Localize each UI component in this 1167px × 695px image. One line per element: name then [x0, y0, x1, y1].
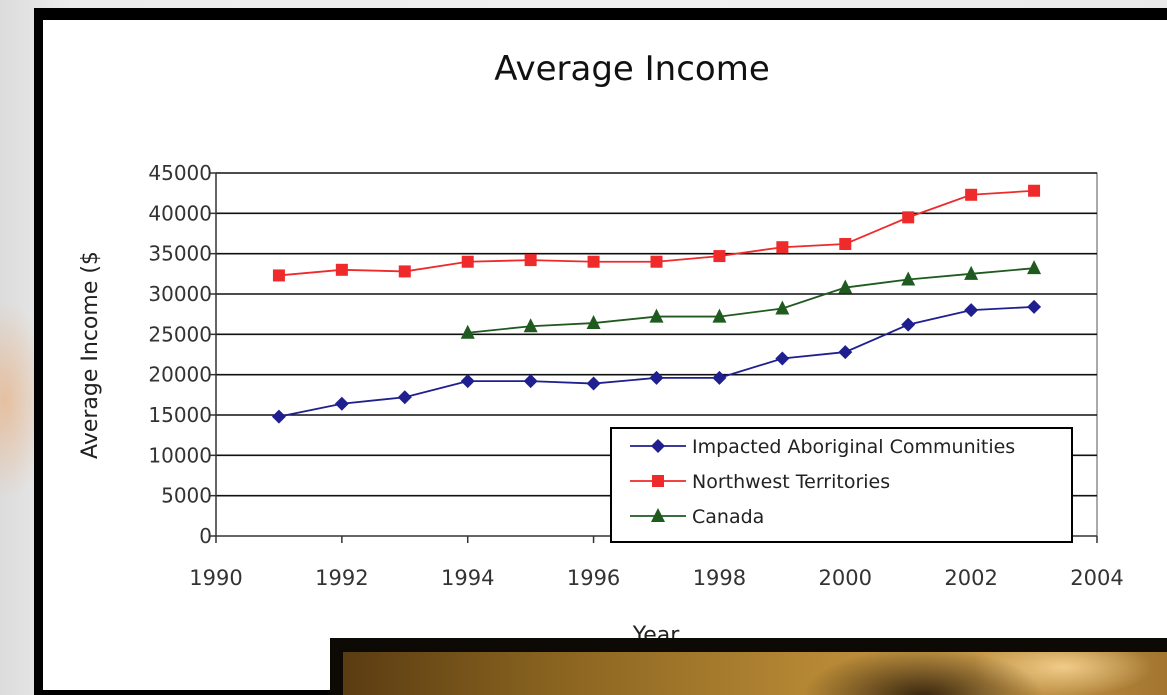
legend-label-northwest-territories: Northwest Territories — [692, 471, 890, 493]
series-layer — [271, 184, 1042, 424]
data-point-canada-1997 — [649, 308, 664, 323]
y-axis-label: Average Income ($ — [78, 251, 103, 459]
data-point-northwest-territories-1997 — [650, 255, 663, 268]
data-point-canada-1999 — [775, 300, 790, 315]
data-point-impacted-aboriginal-communities-2001 — [901, 317, 916, 332]
legend-label-impacted-aboriginal-communities: Impacted Aboriginal Communities — [692, 436, 1015, 458]
y-tick-label-40000: 40000 — [148, 201, 212, 225]
data-point-canada-1994 — [460, 324, 475, 339]
y-axis: 0 5000 10000 15000 20000 25000 30000 35000 40000… — [148, 161, 217, 548]
x-tick-label-2000: 2000 — [819, 566, 872, 590]
data-point-impacted-aboriginal-communities-1994 — [460, 374, 475, 389]
series-canada — [460, 260, 1042, 339]
y-tick-label-25000: 25000 — [148, 322, 212, 346]
data-point-canada-1995 — [523, 318, 538, 333]
legend: Impacted Aboriginal Communities Northwest… — [610, 427, 1073, 543]
y-tick-label-30000: 30000 — [148, 282, 212, 306]
y-tick-label-0: 0 — [199, 524, 212, 548]
data-point-impacted-aboriginal-communities-1995 — [523, 374, 538, 389]
data-point-northwest-territories-1996 — [587, 255, 600, 268]
data-point-northwest-territories-1991 — [272, 269, 285, 282]
x-tick-label-2002: 2002 — [944, 566, 997, 590]
data-point-impacted-aboriginal-communities-1996 — [586, 376, 601, 391]
legend-marker-northwest-territories — [652, 475, 664, 487]
data-point-impacted-aboriginal-communities-1997 — [649, 370, 664, 385]
data-point-northwest-territories-1994 — [461, 255, 474, 268]
x-tick-label-1990: 1990 — [189, 566, 242, 590]
legend-items: Impacted Aboriginal Communities Northwest… — [630, 436, 1015, 528]
data-point-northwest-territories-1993 — [398, 265, 411, 278]
data-point-impacted-aboriginal-communities-2002 — [964, 303, 979, 318]
series-line-canada — [467, 267, 1035, 334]
data-point-impacted-aboriginal-communities-2000 — [838, 345, 853, 360]
y-tick-label-5000: 5000 — [161, 484, 212, 508]
x-tick-label-1996: 1996 — [567, 566, 620, 590]
x-tick-label-1998: 1998 — [693, 566, 746, 590]
x-tick-label-1994: 1994 — [441, 566, 494, 590]
legend-entry-impacted-aboriginal-communities: Impacted Aboriginal Communities — [630, 436, 1015, 458]
data-point-northwest-territories-1998 — [713, 250, 726, 263]
series-northwest-territories — [272, 184, 1041, 282]
data-point-canada-2000 — [838, 279, 853, 294]
data-point-northwest-territories-2001 — [902, 211, 915, 224]
data-point-canada-1998 — [712, 308, 727, 323]
x-axis: 1990 1992 1994 1996 1998 2000 2002 2004 — [189, 535, 1124, 590]
data-point-northwest-territories-1995 — [524, 254, 537, 267]
data-point-impacted-aboriginal-communities-1991 — [271, 409, 286, 424]
data-point-impacted-aboriginal-communities-1999 — [775, 351, 790, 366]
data-point-canada-2003 — [1027, 260, 1042, 275]
data-point-northwest-territories-2000 — [839, 237, 852, 250]
y-tick-label-10000: 10000 — [148, 443, 212, 467]
legend-marker-impacted-aboriginal-communities — [651, 439, 665, 453]
x-tick-label-2004: 2004 — [1070, 566, 1123, 590]
y-tick-label-45000: 45000 — [148, 161, 212, 185]
legend-entry-canada: Canada — [630, 506, 764, 528]
data-point-impacted-aboriginal-communities-2003 — [1027, 299, 1042, 314]
chart-title: Average Income — [494, 49, 770, 89]
y-tick-label-20000: 20000 — [148, 363, 212, 387]
data-point-impacted-aboriginal-communities-1993 — [397, 390, 412, 405]
data-point-canada-2001 — [901, 271, 916, 286]
photo-image — [343, 652, 1167, 695]
y-tick-label-15000: 15000 — [148, 403, 212, 427]
legend-label-canada: Canada — [692, 506, 764, 528]
data-point-canada-2002 — [964, 265, 979, 280]
legend-marker-canada — [651, 508, 665, 522]
data-point-impacted-aboriginal-communities-1992 — [334, 396, 349, 411]
data-point-northwest-territories-1992 — [335, 263, 348, 276]
legend-entry-northwest-territories: Northwest Territories — [630, 471, 890, 493]
data-point-impacted-aboriginal-communities-1998 — [712, 370, 727, 385]
data-point-northwest-territories-1999 — [776, 241, 789, 254]
legend-box — [610, 427, 1073, 543]
data-point-northwest-territories-2003 — [1028, 184, 1041, 197]
data-point-canada-1996 — [586, 315, 601, 330]
y-tick-label-35000: 35000 — [148, 242, 212, 266]
x-tick-label-1992: 1992 — [315, 566, 368, 590]
series-impacted-aboriginal-communities — [271, 299, 1042, 424]
data-point-northwest-territories-2002 — [965, 188, 978, 201]
